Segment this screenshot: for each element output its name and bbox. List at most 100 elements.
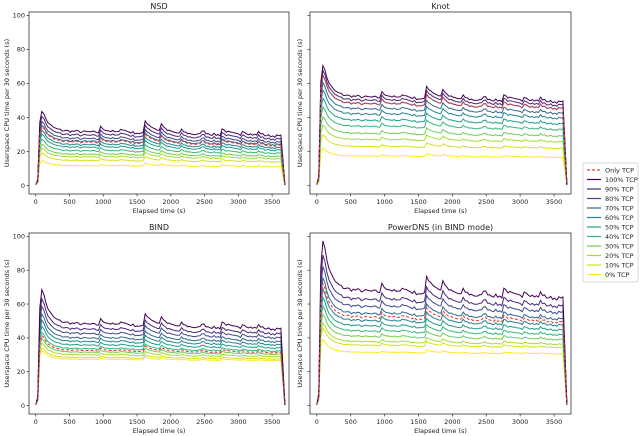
- x-tick-label: 2500: [196, 198, 213, 206]
- legend-label: 40% TCP: [605, 233, 634, 241]
- series-line-only-tcp: [35, 334, 286, 406]
- series-line-0-tcp: [35, 350, 286, 406]
- legend-item: 100% TCP: [587, 176, 638, 184]
- legend-item: 50% TCP: [587, 223, 634, 231]
- series-line-80-tcp: [35, 304, 286, 406]
- series-line-100-tcp: [35, 110, 286, 186]
- x-tick-label: 3500: [264, 198, 281, 206]
- y-tick-label: 40: [17, 114, 25, 122]
- legend-label: 90% TCP: [605, 185, 634, 193]
- series-line-70-tcp: [35, 312, 286, 406]
- series-line-50-tcp: [316, 295, 568, 406]
- series-line-30-tcp: [35, 143, 286, 186]
- plot-frame: [28, 232, 290, 415]
- x-tick-label: 0: [315, 418, 319, 426]
- series-line-10-tcp: [316, 134, 568, 186]
- x-tick-label: 2000: [163, 418, 180, 426]
- series-line-40-tcp: [35, 138, 286, 186]
- subplot-powerdns-in-bind-mode-: PowerDNS (in BIND mode) 0 500 1000 1500 2000 2…: [296, 223, 572, 435]
- x-tick-label: 3500: [264, 418, 281, 426]
- x-tick-label: 500: [344, 198, 356, 206]
- subplot-knot: Knot 0 500 1000 1500 2000 2500 3000 3500 Elapsed …: [296, 2, 572, 215]
- series-line-40-tcp: [35, 331, 286, 406]
- y-tick-label: 20: [17, 148, 25, 156]
- series-line-30-tcp: [316, 313, 568, 406]
- series-line-50-tcp: [35, 325, 286, 406]
- y-tick-label: 0: [21, 182, 25, 190]
- x-tick-label: 2500: [196, 418, 213, 426]
- series-line-only-tcp: [316, 283, 568, 406]
- x-tick-label: 3000: [512, 418, 529, 426]
- series-line-50-tcp: [35, 133, 286, 186]
- x-tick-label: 2000: [444, 418, 461, 426]
- y-tick-label: 40: [17, 334, 25, 342]
- series-line-100-tcp: [35, 287, 286, 406]
- series-line-0-tcp: [316, 338, 568, 406]
- legend-label: 20% TCP: [605, 252, 634, 260]
- x-tick-label: 500: [63, 418, 75, 426]
- plot-frame: [28, 11, 290, 195]
- x-tick-label: 0: [34, 198, 38, 206]
- legend-label: 70% TCP: [605, 204, 634, 212]
- series-line-70-tcp: [316, 81, 568, 186]
- series-line-100-tcp: [316, 63, 568, 186]
- series-line-100-tcp: [316, 240, 568, 406]
- legend-item: 40% TCP: [587, 233, 634, 241]
- series-line-90-tcp: [316, 254, 568, 406]
- x-tick-label: 1000: [376, 198, 393, 206]
- series-line-90-tcp: [35, 297, 286, 406]
- legend-item: 70% TCP: [587, 204, 634, 212]
- legend-box: [582, 162, 639, 283]
- x-tick-label: 1500: [129, 418, 146, 426]
- x-tick-label: 2500: [478, 198, 495, 206]
- legend-label: Only TCP: [605, 166, 634, 174]
- series-line-20-tcp: [35, 342, 286, 406]
- legend-item: Only TCP: [587, 166, 634, 174]
- y-tick-label: 20: [17, 368, 25, 376]
- series-line-20-tcp: [316, 321, 568, 406]
- series-line-0-tcp: [35, 160, 286, 186]
- y-tick-label: 60: [17, 300, 25, 308]
- y-tick-label: 60: [17, 80, 25, 88]
- x-tick-label: 2000: [163, 198, 180, 206]
- legend-label: 0% TCP: [605, 271, 630, 279]
- y-tick-label: 100: [13, 12, 25, 20]
- series-line-10-tcp: [316, 327, 568, 406]
- series-line-70-tcp: [316, 277, 568, 406]
- x-tick-label: 3500: [546, 198, 563, 206]
- y-axis-label: Userspace CPU time per 30 seconds (s): [3, 39, 11, 167]
- series-line-only-tcp: [35, 125, 286, 186]
- x-axis-label: Elapsed time (s): [133, 207, 186, 215]
- x-tick-label: 2000: [444, 198, 461, 206]
- x-axis-label: Elapsed time (s): [133, 427, 186, 435]
- y-tick-label: 80: [17, 267, 25, 275]
- series-line-30-tcp: [316, 115, 568, 186]
- series-line-10-tcp: [35, 152, 286, 186]
- x-tick-label: 3000: [512, 198, 529, 206]
- series-line-90-tcp: [35, 115, 286, 186]
- series-line-20-tcp: [316, 124, 568, 186]
- x-tick-label: 1000: [95, 198, 112, 206]
- x-tick-label: 500: [344, 418, 356, 426]
- x-tick-label: 3000: [230, 198, 247, 206]
- y-axis-label: Userspace CPU time per 30 seconds (s): [296, 39, 304, 167]
- subplot-title: Knot: [431, 2, 449, 11]
- x-tick-label: 1500: [129, 198, 146, 206]
- subplot-title: BIND: [149, 223, 169, 232]
- legend-label: 30% TCP: [605, 242, 634, 250]
- legend-label: 50% TCP: [605, 223, 634, 231]
- legend-item: 30% TCP: [587, 242, 634, 250]
- x-axis-label: Elapsed time (s): [414, 427, 467, 435]
- series-line-80-tcp: [316, 266, 568, 406]
- series-line-20-tcp: [35, 147, 286, 186]
- legend-item: 0% TCP: [587, 271, 630, 279]
- series-line-30-tcp: [35, 337, 286, 406]
- x-tick-label: 1500: [410, 418, 427, 426]
- x-tick-label: 1000: [95, 418, 112, 426]
- legend-label: 60% TCP: [605, 214, 634, 222]
- plot-frame: [309, 11, 572, 195]
- series-line-60-tcp: [35, 318, 286, 406]
